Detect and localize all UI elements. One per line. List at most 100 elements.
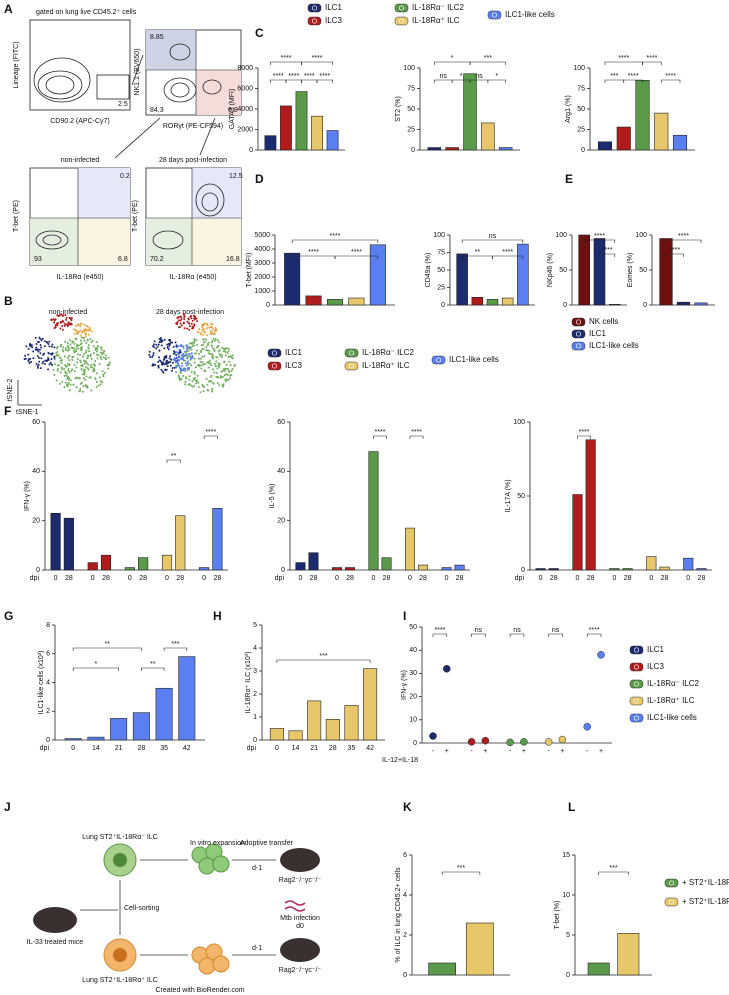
bar xyxy=(456,253,468,306)
y-tick-label: 2000 xyxy=(237,126,253,133)
legend-swatch-dot xyxy=(633,681,640,687)
tsne-dot xyxy=(57,322,60,325)
tsne-dot xyxy=(78,390,81,393)
x-tick-label: 14 xyxy=(292,745,300,752)
tsne-dot xyxy=(190,322,193,325)
tsne-dot xyxy=(90,330,93,333)
tsne-dot xyxy=(79,359,82,362)
tsne-dot xyxy=(48,363,51,366)
legend-swatch xyxy=(487,10,502,20)
tsne-dot xyxy=(68,359,71,362)
tsne-dot xyxy=(211,390,214,393)
tsne-dot xyxy=(168,344,171,347)
tsne-dot xyxy=(85,375,88,378)
tsne-dot xyxy=(158,359,161,362)
bar xyxy=(585,439,596,571)
tsne-dot xyxy=(101,370,104,373)
significance: **** xyxy=(308,249,319,256)
bar xyxy=(280,105,292,151)
tsne-dot xyxy=(82,377,85,380)
tsne-dot xyxy=(171,361,174,364)
significance: *** xyxy=(457,865,465,872)
tsne-dot xyxy=(95,381,98,384)
x-label: dpi xyxy=(40,745,50,752)
significance: **** xyxy=(579,429,590,436)
y-label: IL-5 (%) xyxy=(269,484,276,509)
tsne-dot xyxy=(157,343,160,346)
x-label: CD90.2 (APC-Cy7) xyxy=(50,118,110,125)
tsne-dot xyxy=(178,376,181,379)
y-tick-label: 2 xyxy=(403,932,407,939)
legend-swatch xyxy=(344,361,359,371)
tsne-dot xyxy=(40,357,43,360)
tsne-dot xyxy=(227,378,230,381)
tsne-dot xyxy=(223,360,226,363)
significance: *** xyxy=(484,55,492,62)
tsne-dot xyxy=(188,328,191,331)
tsne-dot xyxy=(31,346,34,349)
tsne-dot xyxy=(184,369,187,372)
bar xyxy=(348,297,365,306)
tsne-dot xyxy=(205,346,208,349)
bar xyxy=(535,568,546,571)
tsne-dot xyxy=(65,374,68,377)
tsne-dot xyxy=(202,338,205,341)
tsne-dot xyxy=(68,389,71,392)
tsne-dot xyxy=(221,346,224,349)
significance: ns xyxy=(475,627,483,634)
tsne-dot xyxy=(64,314,67,317)
legend-label: ILC1 xyxy=(647,645,664,654)
legend-swatch-dot xyxy=(633,698,640,704)
contour xyxy=(195,183,225,217)
tsne-dot xyxy=(84,365,87,368)
tsne-dot xyxy=(160,344,163,347)
contour xyxy=(35,230,69,250)
panel-letter: A xyxy=(4,2,13,16)
contour xyxy=(163,77,197,103)
diagram-text: Lung ST2⁺IL-18Rα⁻ ILC xyxy=(82,834,158,841)
x-tick-label: 28 xyxy=(587,575,595,582)
bracket xyxy=(270,61,302,65)
y-tick-label: 4000 xyxy=(237,106,253,113)
tsne-dot xyxy=(183,367,186,370)
tsne-dot xyxy=(175,366,178,369)
bar xyxy=(608,303,621,306)
x-tick-label: 0 xyxy=(686,575,690,582)
y-tick-label: 4 xyxy=(403,892,407,899)
tsne-dot xyxy=(50,363,53,366)
tsne-dot xyxy=(86,357,89,360)
tsne-dot xyxy=(218,352,221,355)
tsne-dot xyxy=(182,321,185,324)
tsne-dot xyxy=(189,384,192,387)
tsne-dot xyxy=(195,380,198,383)
tsne-dot xyxy=(218,348,221,351)
bracket xyxy=(285,79,302,83)
tsne-dot xyxy=(45,340,48,343)
tsne-dot xyxy=(73,328,76,331)
tsne-dot xyxy=(66,349,69,352)
bar xyxy=(175,515,186,571)
tsne-dot xyxy=(188,378,191,381)
y-tick-label: 8000 xyxy=(237,65,253,72)
bracket xyxy=(441,871,481,875)
y-tick-label: 100 xyxy=(433,232,445,239)
significance: **** xyxy=(678,233,689,240)
tsne-dot xyxy=(204,331,207,334)
tsne-dot xyxy=(180,324,183,327)
legend-label: ILC1 xyxy=(325,3,342,12)
tsne-dot xyxy=(27,359,30,362)
tsne-dot xyxy=(203,341,206,344)
legend-swatch xyxy=(629,679,644,689)
tsne-dot xyxy=(169,338,172,341)
tsne-dot xyxy=(102,351,105,354)
bracket xyxy=(665,253,684,257)
tsne-dot xyxy=(54,326,57,329)
tsne-dot xyxy=(39,338,42,341)
tsne-dot xyxy=(99,356,102,359)
tsne-dot xyxy=(163,363,166,366)
tsne-dot xyxy=(191,325,194,328)
bracket xyxy=(163,647,188,651)
tsne-dot xyxy=(62,350,65,353)
tsne-dot xyxy=(163,357,166,360)
tsne-dot xyxy=(209,332,212,335)
